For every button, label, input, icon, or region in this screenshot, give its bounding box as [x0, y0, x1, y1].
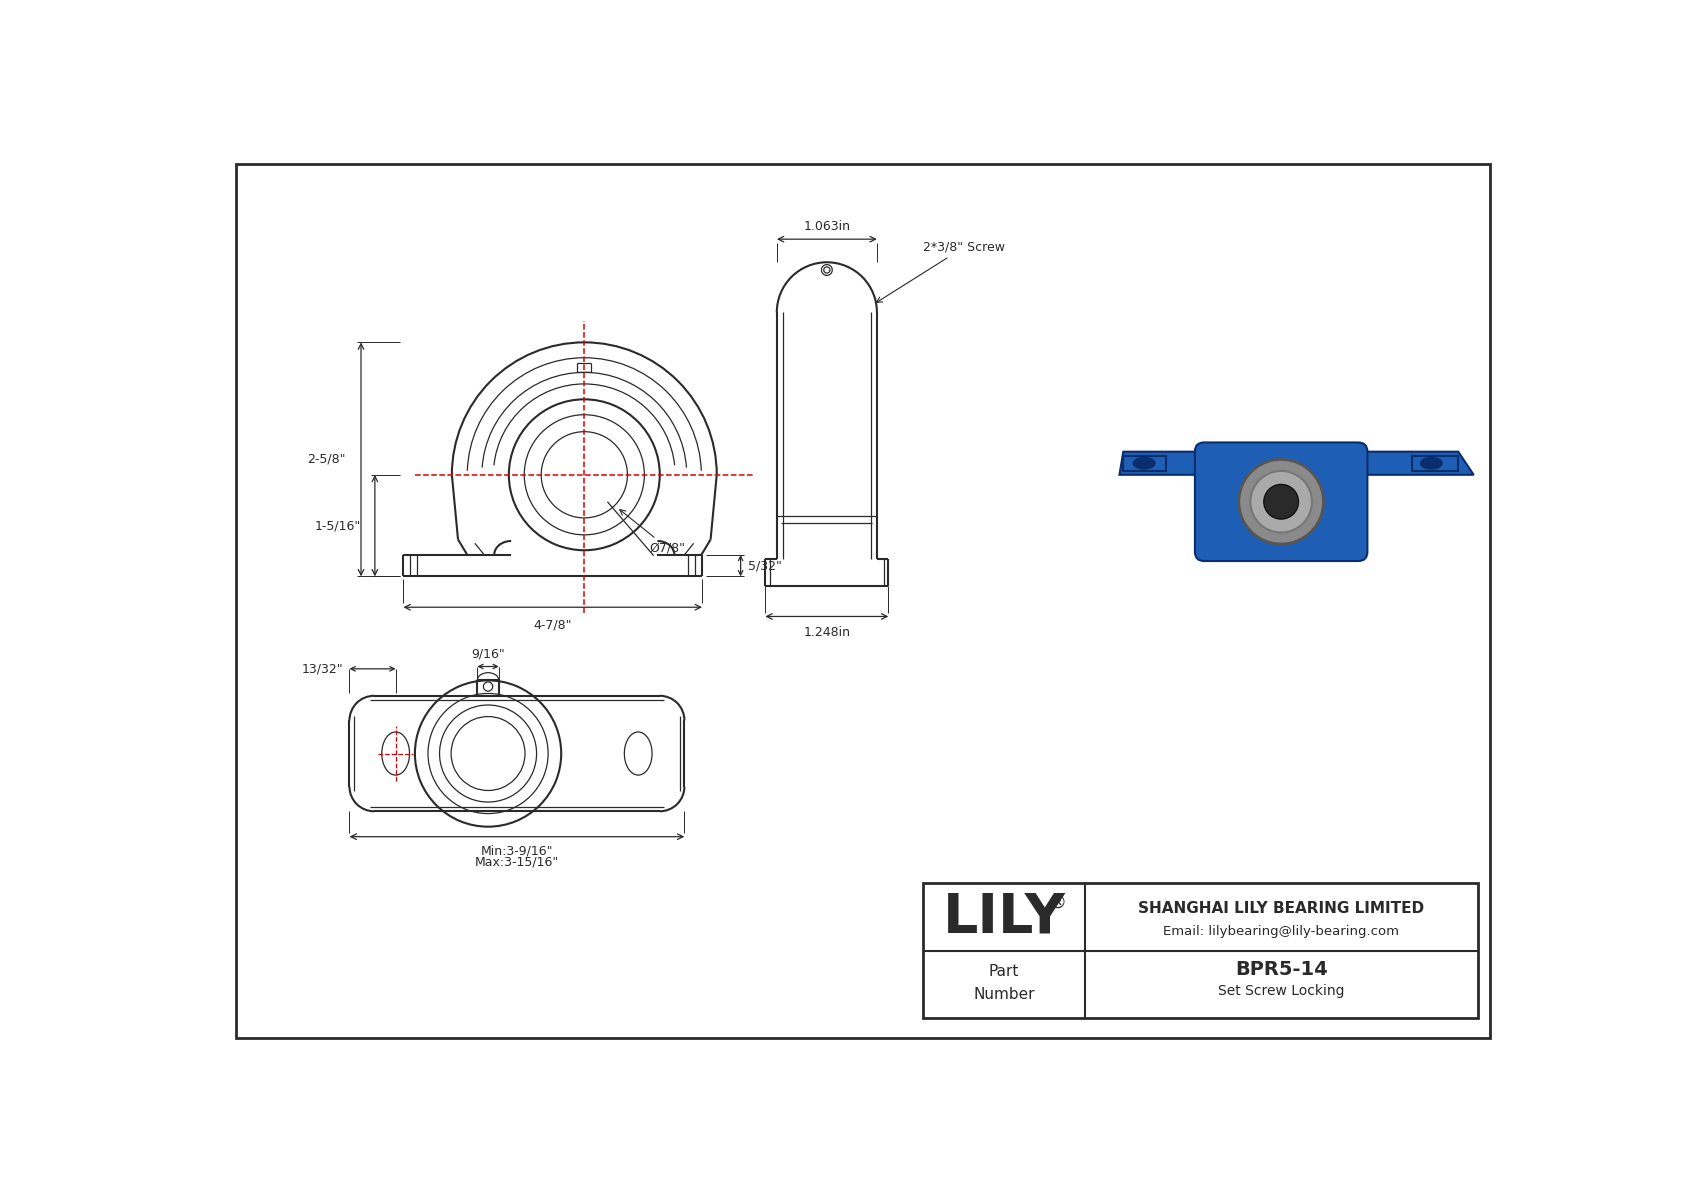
Ellipse shape — [1133, 457, 1155, 469]
Polygon shape — [1120, 451, 1474, 475]
Ellipse shape — [1239, 460, 1324, 544]
Text: 4-7/8": 4-7/8" — [534, 619, 573, 631]
Polygon shape — [1123, 455, 1165, 470]
Text: LILY: LILY — [943, 891, 1066, 944]
Bar — [923, 883, 1477, 1017]
Ellipse shape — [1421, 457, 1442, 469]
Text: ®: ® — [1049, 894, 1068, 912]
Text: Email: lilybearing@lily-bearing.com: Email: lilybearing@lily-bearing.com — [1164, 925, 1399, 937]
Ellipse shape — [1263, 485, 1298, 519]
Text: 5/32": 5/32" — [748, 559, 781, 572]
Text: 1.063in: 1.063in — [803, 220, 850, 233]
Text: SHANGHAI LILY BEARING LIMITED: SHANGHAI LILY BEARING LIMITED — [1138, 900, 1425, 916]
Text: Set Screw Locking: Set Screw Locking — [1218, 984, 1344, 998]
Text: Max:3-15/16": Max:3-15/16" — [475, 856, 559, 869]
Text: BPR5-14: BPR5-14 — [1234, 960, 1327, 979]
Text: 2-5/8": 2-5/8" — [306, 453, 345, 466]
Polygon shape — [1413, 455, 1458, 470]
Text: Part
Number: Part Number — [973, 965, 1034, 1002]
Text: 13/32": 13/32" — [301, 662, 344, 675]
Text: 9/16": 9/16" — [472, 648, 505, 660]
Text: Ø7/8": Ø7/8" — [620, 510, 685, 555]
Text: 2*3/8" Screw: 2*3/8" Screw — [876, 241, 1005, 303]
Ellipse shape — [1250, 470, 1312, 532]
Text: 1-5/16": 1-5/16" — [315, 519, 360, 532]
FancyBboxPatch shape — [1196, 442, 1367, 561]
Text: Min:3-9/16": Min:3-9/16" — [480, 844, 552, 858]
Text: 1.248in: 1.248in — [803, 625, 850, 638]
